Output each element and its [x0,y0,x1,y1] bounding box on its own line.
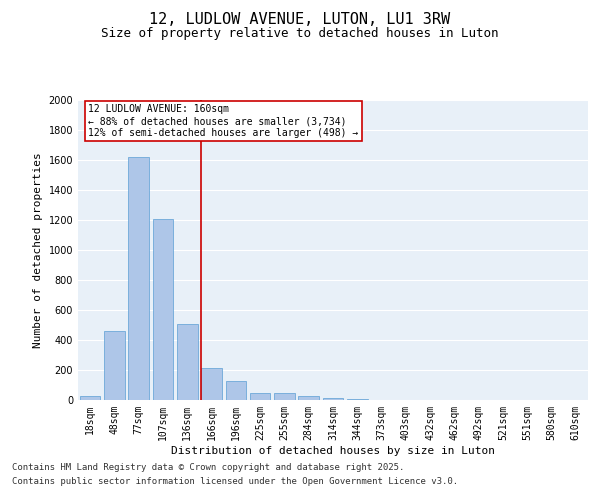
Bar [347,399,368,400]
Bar [104,331,125,400]
Bar [250,392,271,400]
Bar [226,381,246,400]
Bar [274,393,295,400]
Bar [323,398,343,400]
Bar [128,157,149,400]
Bar [152,218,173,400]
Text: Contains public sector information licensed under the Open Government Licence v3: Contains public sector information licen… [12,478,458,486]
Text: Size of property relative to detached houses in Luton: Size of property relative to detached ho… [101,28,499,40]
Text: 12, LUDLOW AVENUE, LUTON, LU1 3RW: 12, LUDLOW AVENUE, LUTON, LU1 3RW [149,12,451,28]
X-axis label: Distribution of detached houses by size in Luton: Distribution of detached houses by size … [171,446,495,456]
Bar [298,396,319,400]
Bar [201,368,222,400]
Y-axis label: Number of detached properties: Number of detached properties [33,152,43,348]
Text: 12 LUDLOW AVENUE: 160sqm
← 88% of detached houses are smaller (3,734)
12% of sem: 12 LUDLOW AVENUE: 160sqm ← 88% of detach… [88,104,358,138]
Text: Contains HM Land Registry data © Crown copyright and database right 2025.: Contains HM Land Registry data © Crown c… [12,462,404,471]
Bar [80,396,100,400]
Bar [177,324,197,400]
